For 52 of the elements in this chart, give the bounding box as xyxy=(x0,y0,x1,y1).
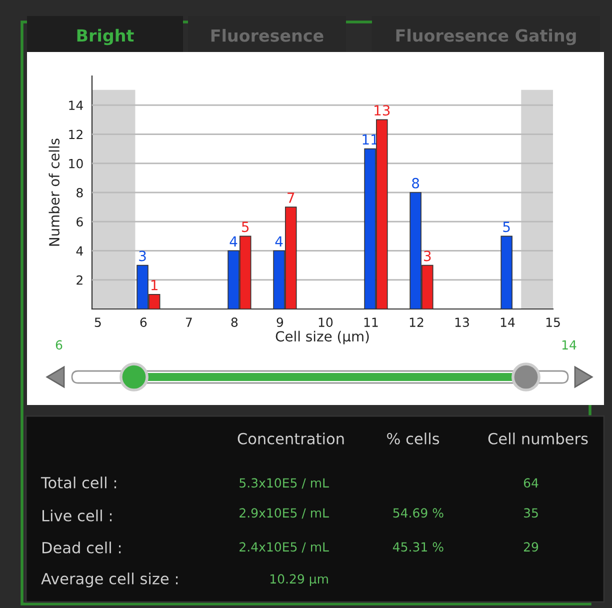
y-tick-label: 8 xyxy=(76,188,83,198)
x-tick-label: 14 xyxy=(500,318,515,327)
data-label: 7 xyxy=(288,192,294,203)
text: Fluoresence Gating xyxy=(396,28,576,46)
text: Total cell : xyxy=(40,476,116,488)
data-label: 5 xyxy=(242,222,249,232)
y-tick-label: 12 xyxy=(69,130,82,139)
text: 2.9x10E5 / mL xyxy=(240,508,329,519)
y-tick-label: 2 xyxy=(76,275,82,285)
x-tick-label: 8 xyxy=(231,318,238,328)
x-tick-label: 12 xyxy=(410,318,424,327)
data-label: 8 xyxy=(412,178,420,188)
x-tick-label: 11 xyxy=(364,318,378,327)
data-label: 3 xyxy=(424,250,431,262)
x-tick-label: 7 xyxy=(186,318,192,327)
y-tick-label: 10 xyxy=(69,158,83,168)
text: 29 xyxy=(524,542,538,552)
x-tick-label: 10 xyxy=(318,318,333,328)
text: Concentration xyxy=(238,432,344,444)
text: 54.69 % xyxy=(393,508,444,518)
x-tick-label: 13 xyxy=(455,318,469,328)
x-axis-title: Cell size (µm) xyxy=(276,330,369,344)
text: 64 xyxy=(524,478,538,488)
text: 2.4x10E5 / mL xyxy=(240,542,329,553)
text: 10.29 µm xyxy=(270,574,328,586)
text: Live cell : xyxy=(42,510,112,522)
text: 5.3x10E5 / mL xyxy=(240,478,329,489)
y-tick-label: 14 xyxy=(69,100,83,110)
x-tick-label: 5 xyxy=(94,318,101,328)
text: Cell numbers xyxy=(488,432,588,444)
text: 6 xyxy=(56,340,62,350)
data-label: 1 xyxy=(151,280,158,290)
y-tick-label: 4 xyxy=(76,246,83,256)
data-label: 5 xyxy=(503,222,510,232)
data-label: 3 xyxy=(139,250,146,262)
x-tick-label: 9 xyxy=(276,318,284,328)
data-label: 4 xyxy=(230,236,238,246)
text: % cells xyxy=(387,432,440,444)
data-label: 11 xyxy=(362,134,378,145)
text: 14 xyxy=(562,340,576,350)
text: 45.31 % xyxy=(392,542,444,552)
y-axis-title: Number of cells xyxy=(48,138,60,246)
x-tick-label: 15 xyxy=(546,318,560,328)
text: Bright xyxy=(77,28,134,46)
data-label: 13 xyxy=(374,105,390,116)
text: Dead cell : xyxy=(42,542,121,554)
text: Average cell size : xyxy=(41,572,178,588)
text: 35 xyxy=(524,508,538,518)
text: Fluoresence xyxy=(211,28,324,42)
data-label: 4 xyxy=(275,236,283,246)
y-tick-label: 6 xyxy=(76,217,83,227)
x-tick-label: 6 xyxy=(140,318,147,328)
